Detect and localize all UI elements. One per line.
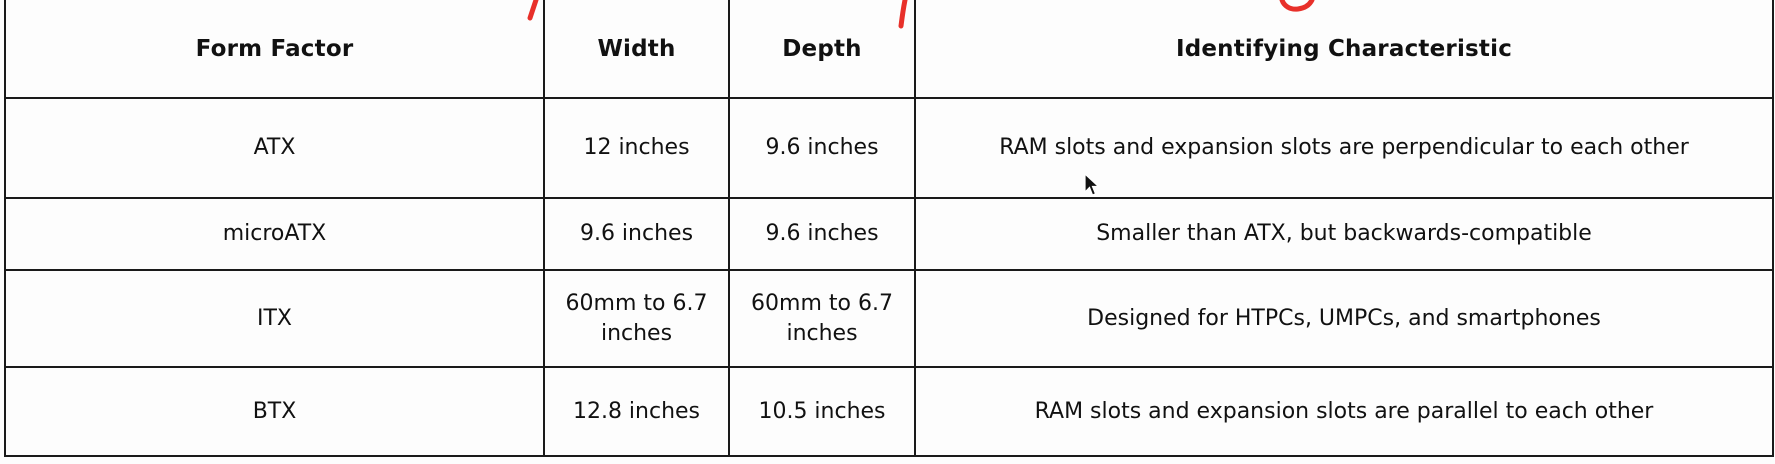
- table-header-row: Form Factor Width Depth Identifying Char…: [4, 0, 1774, 99]
- cell-depth: 9.6 inches: [728, 197, 916, 271]
- form-factor-table-wrap: Form Factor Width Depth Identifying Char…: [4, 0, 1774, 457]
- cell-depth: 60mm to 6.7 inches: [728, 269, 916, 368]
- table-row: microATX 9.6 inches 9.6 inches Smaller t…: [4, 197, 1774, 271]
- header-width: Width: [543, 0, 730, 99]
- table-row: ITX 60mm to 6.7 inches 60mm to 6.7 inche…: [4, 269, 1774, 368]
- mouse-pointer-icon: [1084, 173, 1101, 196]
- cell-form-factor: BTX: [4, 366, 545, 457]
- form-factor-table: Form Factor Width Depth Identifying Char…: [4, 0, 1774, 457]
- cell-width: 12.8 inches: [543, 366, 730, 457]
- cell-form-factor: microATX: [4, 197, 545, 271]
- cell-characteristic: RAM slots and expansion slots are parall…: [914, 366, 1774, 457]
- header-depth: Depth: [728, 0, 916, 99]
- cell-characteristic: RAM slots and expansion slots are perpen…: [914, 97, 1774, 199]
- cell-width: 9.6 inches: [543, 197, 730, 271]
- table-row: ATX 12 inches 9.6 inches RAM slots and e…: [4, 97, 1774, 199]
- cell-characteristic: Smaller than ATX, but backwards-compatib…: [914, 197, 1774, 271]
- cell-characteristic: Designed for HTPCs, UMPCs, and smartphon…: [914, 269, 1774, 368]
- cell-form-factor: ITX: [4, 269, 545, 368]
- table-row: BTX 12.8 inches 10.5 inches RAM slots an…: [4, 366, 1774, 457]
- cell-width: 12 inches: [543, 97, 730, 199]
- header-form-factor: Form Factor: [4, 0, 545, 99]
- cell-depth: 9.6 inches: [728, 97, 916, 199]
- cell-form-factor: ATX: [4, 97, 545, 199]
- cell-width: 60mm to 6.7 inches: [543, 269, 730, 368]
- header-identifying-characteristic: Identifying Characteristic: [914, 0, 1774, 99]
- cell-depth: 10.5 inches: [728, 366, 916, 457]
